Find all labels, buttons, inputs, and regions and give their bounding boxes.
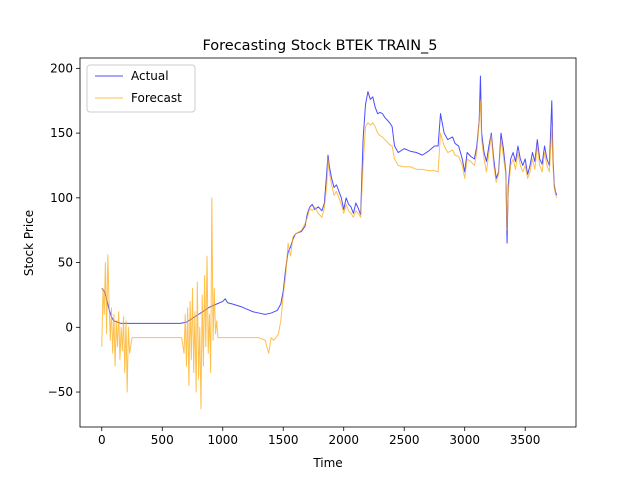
legend-label-forecast: Forecast <box>131 91 182 105</box>
x-axis-title: Time <box>312 456 342 470</box>
x-tick-label: 3500 <box>510 433 541 447</box>
plot-area <box>101 75 558 410</box>
y-tick-label: 50 <box>58 256 73 270</box>
x-tick-label: 1500 <box>268 433 299 447</box>
legend: Actual Forecast <box>86 64 196 113</box>
x-tick-label: 3000 <box>449 433 480 447</box>
y-tick-label: −50 <box>48 385 73 399</box>
y-axis-title: Stock Price <box>22 210 36 276</box>
axes-frame <box>79 57 577 428</box>
series-line-forecast <box>101 100 558 410</box>
y-tick-label: 0 <box>65 320 73 334</box>
y-axis-ticks: −50 0 50 100 150 200 <box>48 61 80 399</box>
x-tick-label: 2500 <box>389 433 420 447</box>
x-axis-ticks: 0 500 1000 1500 2000 2500 3000 3500 <box>98 427 541 447</box>
x-tick-label: 2000 <box>328 433 359 447</box>
legend-label-actual: Actual <box>131 69 169 83</box>
x-tick-label: 500 <box>151 433 174 447</box>
y-tick-label: 150 <box>50 126 73 140</box>
chart-title: Forecasting Stock BTEK TRAIN_5 <box>202 38 437 54</box>
x-tick-label: 1000 <box>207 433 238 447</box>
x-tick-label: 0 <box>98 433 106 447</box>
y-tick-label: 200 <box>50 61 73 75</box>
legend-box <box>86 64 196 113</box>
y-tick-label: 100 <box>50 191 73 205</box>
